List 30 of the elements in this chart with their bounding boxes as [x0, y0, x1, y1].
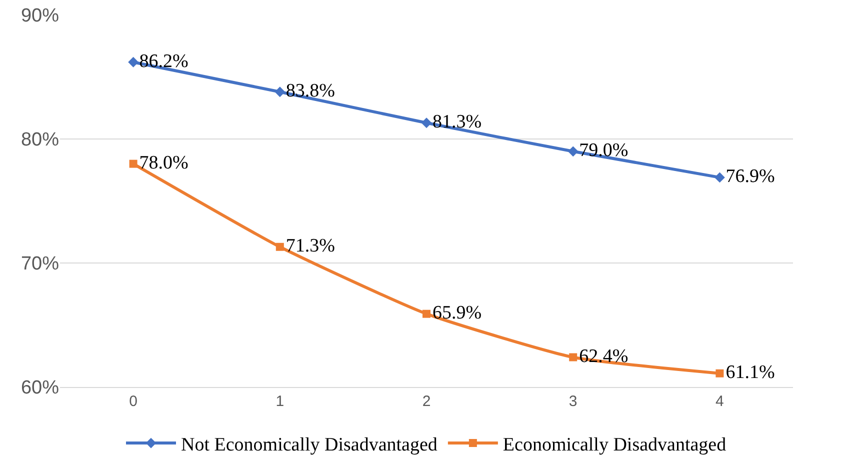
point — [274, 86, 286, 98]
data-label: 81.3% — [432, 112, 482, 133]
legend-label: Economically Disadvantaged — [502, 434, 727, 456]
point — [714, 172, 725, 183]
data-label: 86.2% — [139, 50, 189, 72]
x-tick-label: 1 — [276, 393, 284, 410]
data-label: 76.9% — [726, 166, 775, 188]
x-tick-label: 4 — [716, 393, 724, 410]
y-tick-label: 60% — [20, 378, 60, 399]
x-tick-label: 0 — [129, 393, 138, 410]
y-tick-label: 90% — [20, 6, 60, 27]
x-tick-label: 2 — [422, 393, 431, 410]
point — [129, 160, 138, 168]
data-label: 71.3% — [286, 236, 336, 257]
point — [128, 56, 138, 68]
x-tick-label: 3 — [568, 393, 578, 410]
y-tick-label: 80% — [20, 130, 60, 151]
point — [422, 310, 430, 318]
point — [569, 353, 578, 362]
point — [276, 242, 284, 251]
point — [421, 118, 432, 128]
legend-label: Not Economically Disadvantaged — [181, 434, 438, 456]
y-tick-label: 70% — [20, 254, 60, 275]
data-label: 61.1% — [726, 362, 775, 384]
point — [716, 369, 724, 378]
data-label: 83.8% — [286, 80, 336, 102]
data-label: 79.0% — [579, 140, 628, 162]
point — [568, 146, 578, 157]
data-label: 78.0% — [139, 152, 189, 174]
data-label: 65.9% — [432, 302, 482, 324]
